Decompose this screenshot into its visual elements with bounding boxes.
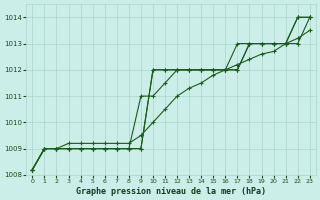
X-axis label: Graphe pression niveau de la mer (hPa): Graphe pression niveau de la mer (hPa) <box>76 187 266 196</box>
